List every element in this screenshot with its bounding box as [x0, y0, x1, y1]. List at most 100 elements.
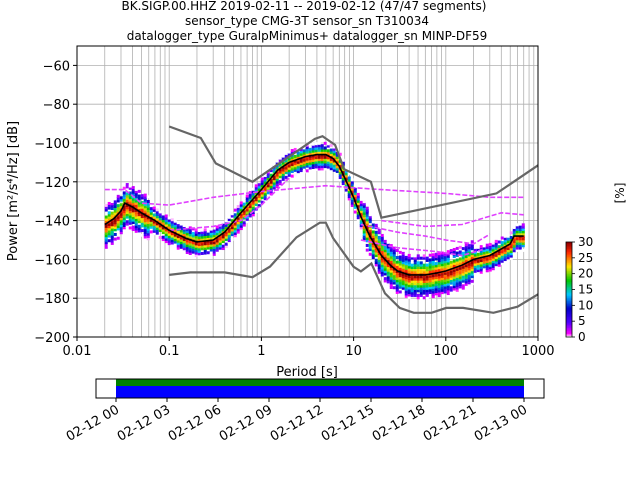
density-cell	[128, 205, 132, 209]
density-cell	[419, 286, 423, 290]
density-cell	[230, 230, 234, 234]
density-cell	[383, 249, 387, 253]
density-cell	[473, 265, 477, 269]
density-cell	[224, 242, 228, 246]
density-cell	[470, 270, 474, 274]
density-cell	[227, 241, 231, 245]
density-cell	[473, 272, 477, 276]
plot-frame	[76, 45, 539, 338]
density-cell	[251, 194, 255, 198]
density-cell	[131, 214, 135, 218]
density-cell	[308, 147, 312, 151]
density-cell	[440, 260, 444, 264]
density-cell	[482, 253, 486, 257]
density-cell	[377, 261, 381, 265]
median-line	[104, 153, 524, 276]
density-cell	[236, 219, 240, 223]
density-cell	[299, 155, 303, 159]
density-cell	[248, 214, 252, 218]
density-cell	[119, 221, 123, 225]
density-cell	[434, 276, 438, 280]
density-cell	[107, 229, 111, 233]
density-cell	[212, 231, 216, 235]
density-cell	[131, 211, 135, 215]
density-cell	[185, 246, 189, 250]
density-cell	[146, 209, 150, 213]
density-cell	[470, 275, 474, 279]
density-cell	[203, 251, 207, 255]
density-cell	[218, 228, 222, 232]
density-cell	[446, 264, 450, 268]
density-cell	[158, 236, 162, 240]
density-cell	[410, 282, 414, 286]
density-cell	[434, 283, 438, 287]
density-cell	[143, 200, 147, 204]
density-cell	[455, 253, 459, 257]
density-cell	[422, 254, 426, 258]
density-cell	[383, 239, 387, 243]
density-cell	[404, 262, 408, 266]
density-cell	[434, 278, 438, 282]
density-cell	[440, 281, 444, 285]
density-cell	[128, 196, 132, 200]
density-cell	[467, 279, 471, 283]
density-cell	[143, 205, 147, 209]
density-cell	[215, 241, 219, 245]
density-cell	[131, 218, 135, 222]
density-cell	[146, 232, 150, 236]
density-cell	[263, 187, 267, 191]
colorbar-tick-label: 25	[578, 251, 593, 265]
density-cell	[470, 263, 474, 267]
density-cell	[209, 246, 213, 250]
density-cell	[404, 280, 408, 284]
density-cell	[206, 241, 210, 245]
density-cell	[275, 161, 279, 165]
density-cell	[260, 182, 264, 186]
density-cell	[173, 238, 177, 242]
density-cell	[356, 202, 360, 206]
density-cell	[209, 243, 213, 247]
density-cell	[236, 225, 240, 229]
density-cell	[215, 227, 219, 231]
density-cell	[371, 251, 375, 255]
density-cell	[419, 279, 423, 283]
density-cell	[104, 245, 108, 249]
density-cell	[200, 247, 204, 251]
density-cell	[434, 252, 438, 256]
density-cell	[410, 265, 414, 269]
density-cell	[197, 252, 201, 256]
density-cell	[413, 286, 417, 290]
density-cell	[428, 286, 432, 290]
density-cell	[167, 216, 171, 220]
density-cell	[209, 232, 213, 236]
density-cell	[338, 171, 342, 175]
density-cell	[239, 213, 243, 217]
density-cell	[299, 148, 303, 152]
colorbar-segment	[566, 268, 572, 271]
density-cell	[170, 220, 174, 224]
density-cell	[428, 281, 432, 285]
density-cell	[428, 260, 432, 264]
density-cell	[191, 250, 195, 254]
density-cell	[368, 252, 372, 256]
density-cell	[329, 167, 333, 171]
density-cell	[491, 248, 495, 252]
density-cell	[125, 224, 129, 228]
density-cell	[287, 173, 291, 177]
density-cell	[503, 244, 507, 248]
density-cell	[422, 265, 426, 269]
density-cell	[437, 294, 441, 298]
density-cell	[452, 264, 456, 268]
density-cell	[152, 225, 156, 229]
density-cell	[143, 216, 147, 220]
density-cell	[512, 244, 516, 248]
density-cell	[212, 248, 216, 252]
density-cell	[329, 162, 333, 166]
density-cell	[233, 224, 237, 228]
density-cell	[197, 254, 201, 258]
density-cell	[383, 246, 387, 250]
density-cell	[209, 248, 213, 252]
density-cell	[221, 235, 225, 239]
density-cell	[440, 256, 444, 260]
density-cell	[182, 249, 186, 253]
